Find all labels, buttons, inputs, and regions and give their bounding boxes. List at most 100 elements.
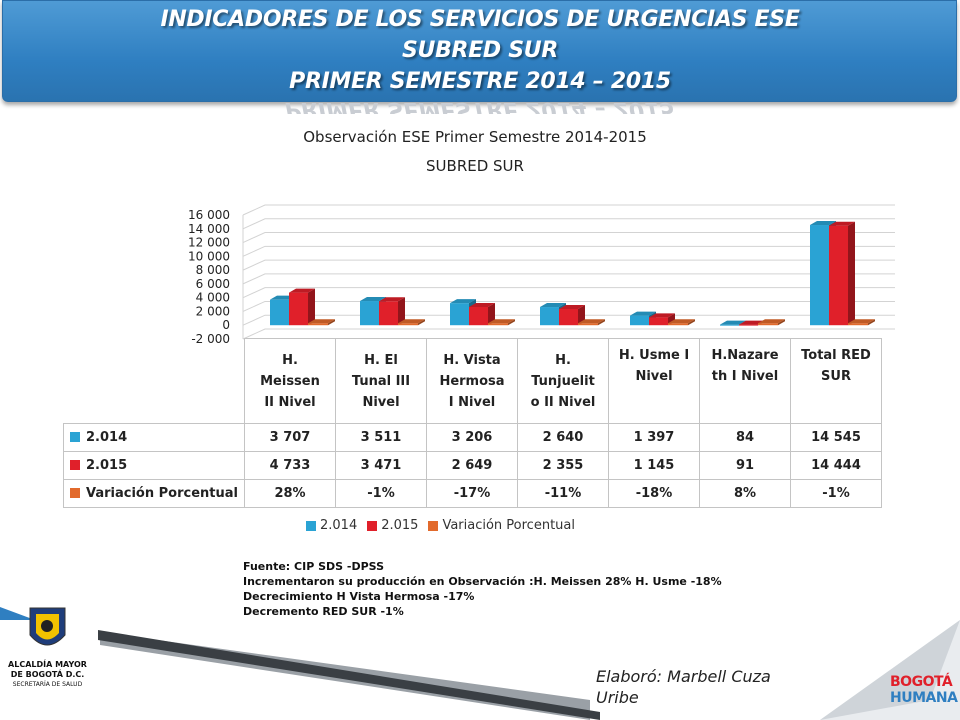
bar-front: [810, 225, 829, 326]
table-corner: [63, 338, 245, 424]
bar: [289, 288, 315, 326]
bar-side: [398, 297, 405, 326]
bar-front: [360, 301, 379, 326]
row-header: 2.015: [63, 451, 245, 480]
title-line-3: PRIMER SEMESTRE 2014 – 2015: [289, 69, 671, 94]
bar-side: [778, 319, 785, 326]
bar-top: [308, 319, 335, 324]
bar-front: [379, 301, 398, 326]
bar-front: [308, 323, 328, 326]
bar-top: [450, 299, 476, 304]
cell: 4 733: [244, 451, 336, 480]
cell: -11%: [517, 479, 609, 508]
bar-side: [308, 288, 315, 326]
col-header: H.Nazare th I Nivel: [699, 338, 791, 424]
bar-side: [598, 319, 605, 326]
cell: 8%: [699, 479, 791, 508]
bar-front: [270, 299, 289, 326]
bogota-humana-logo: BOGOTÁ HUMANA: [890, 674, 958, 706]
table-row: 2.015 4 733 3 471 2 649 2 355 1 145 91 1…: [63, 451, 882, 480]
cell: 3 206: [426, 423, 518, 452]
bar: [848, 319, 875, 326]
bar-side: [508, 319, 515, 326]
col-header: H. Meissen II Nivel: [244, 338, 336, 424]
title-line-1: INDICADORES DE LOS SERVICIOS DE URGENCIA…: [160, 7, 800, 32]
bar-front: [758, 323, 778, 326]
cell: 2 640: [517, 423, 609, 452]
cell: 28%: [244, 479, 336, 508]
chart-subtitle: SUBRED SUR: [426, 157, 524, 175]
bar-top: [360, 297, 386, 302]
cell: -17%: [426, 479, 518, 508]
legend-item: 2.014: [306, 518, 357, 533]
bar-top: [848, 319, 875, 324]
y-tick-label: 12 000: [188, 236, 230, 250]
bar: [829, 221, 855, 326]
bar-front: [720, 324, 739, 326]
title-line-2: SUBRED SUR: [401, 38, 559, 63]
bar-front: [829, 225, 848, 326]
chart-grid: [242, 204, 895, 340]
bar-front: [668, 323, 688, 326]
bar-top: [578, 319, 605, 324]
data-table: H. Meissen II Nivel H. El Tunal III Nivel H.…: [63, 338, 882, 508]
logo-text: SECRETARÍA DE SALUD: [12, 681, 83, 688]
cell: 3 511: [335, 423, 427, 452]
y-tick-label: 8 000: [196, 263, 230, 277]
bar-top: [829, 221, 855, 226]
cell: -1%: [335, 479, 427, 508]
y-tick-label: 6 000: [196, 277, 230, 291]
note-line: Decremento RED SUR -1%: [243, 605, 404, 618]
cell: -18%: [608, 479, 700, 508]
gridline: [242, 245, 895, 257]
gridline: [242, 273, 895, 285]
bar-front: [450, 303, 469, 326]
bar-top: [289, 288, 315, 293]
bar-front: [578, 323, 598, 326]
bar-side: [848, 221, 855, 326]
col-header: Total RED SUR: [790, 338, 882, 424]
cell: 84: [699, 423, 791, 452]
alcaldia-logo: ALCALDÍA MAYOR DE BOGOTÁ D.C. SECRETARÍA…: [0, 600, 95, 689]
bar-front: [398, 323, 418, 326]
title-banner: [2, 0, 957, 102]
bar-side: [328, 319, 335, 326]
bar-top: [758, 319, 785, 324]
y-tick-label: 0: [222, 318, 230, 332]
gridline: [242, 314, 895, 326]
legend-item: 2.015: [367, 518, 418, 533]
source-notes: Fuente: CIP SDS -DPSS Incrementaron su p…: [243, 559, 722, 619]
bar-front: [559, 308, 578, 326]
y-tick-label: 4 000: [196, 291, 230, 305]
bar-top: [559, 304, 585, 309]
bar-front: [488, 323, 508, 326]
note-line: Decrecimiento H Vista Hermosa -17%: [243, 590, 475, 603]
gridline: [242, 232, 895, 244]
table-row: 2.014 3 707 3 511 3 206 2 640 1 397 84 1…: [63, 423, 882, 452]
bar-top: [720, 320, 746, 325]
cell: 3 471: [335, 451, 427, 480]
row-header: Variación Porcentual: [63, 479, 245, 508]
table-header-row: H. Meissen II Nivel H. El Tunal III Nivel H.…: [63, 338, 882, 424]
bar: [469, 302, 495, 326]
cell: 3 707: [244, 423, 336, 452]
bar-top: [540, 303, 566, 308]
bar-top: [488, 319, 515, 324]
logo-text: ALCALDÍA MAYOR: [8, 660, 87, 669]
bar-front: [630, 315, 649, 326]
bar-side: [418, 319, 425, 326]
bar-front: [289, 292, 308, 326]
bar: [379, 297, 405, 326]
bar-top: [810, 221, 836, 226]
bar: [488, 319, 515, 326]
bar: [559, 304, 585, 326]
logo-text: HUMANA: [890, 690, 958, 706]
bar-top: [469, 302, 495, 307]
cell: 14 444: [790, 451, 882, 480]
bar-top: [668, 319, 695, 324]
gridline: [242, 328, 895, 340]
col-header: H. Vista Hermosa I Nivel: [426, 338, 518, 424]
bar-side: [578, 304, 585, 326]
bar-top: [398, 319, 425, 324]
